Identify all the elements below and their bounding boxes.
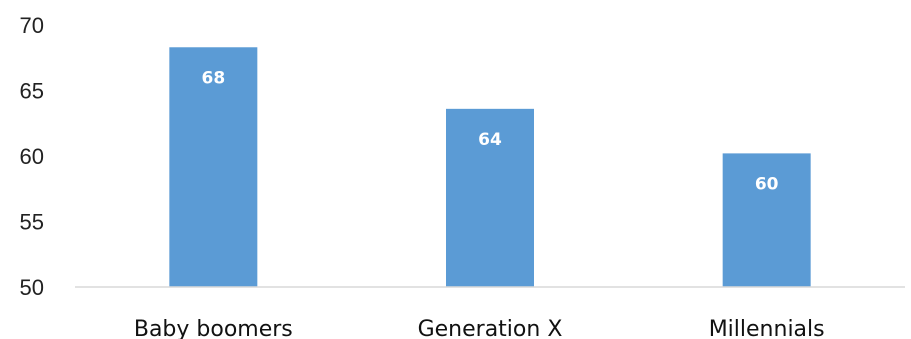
category-label: Millennials bbox=[709, 317, 825, 339]
data-label: 68 bbox=[201, 68, 225, 88]
category-label: Baby boomers bbox=[134, 317, 293, 339]
bars bbox=[169, 47, 811, 287]
bar bbox=[169, 47, 258, 287]
y-tick-label: 55 bbox=[20, 210, 44, 235]
y-tick-label: 70 bbox=[20, 13, 44, 38]
y-axis-ticks: 50 55 60 65 70 bbox=[20, 13, 44, 300]
y-tick-label: 65 bbox=[20, 79, 44, 104]
category-labels: Baby boomers Generation X Millennials bbox=[134, 317, 825, 339]
data-label: 60 bbox=[755, 174, 779, 194]
category-label: Generation X bbox=[418, 317, 563, 339]
y-tick-label: 60 bbox=[20, 144, 44, 169]
data-label: 64 bbox=[478, 130, 502, 150]
bar bbox=[446, 108, 534, 287]
y-tick-label: 50 bbox=[20, 275, 44, 300]
data-labels: 68 64 60 bbox=[201, 68, 778, 194]
bar bbox=[722, 153, 811, 287]
